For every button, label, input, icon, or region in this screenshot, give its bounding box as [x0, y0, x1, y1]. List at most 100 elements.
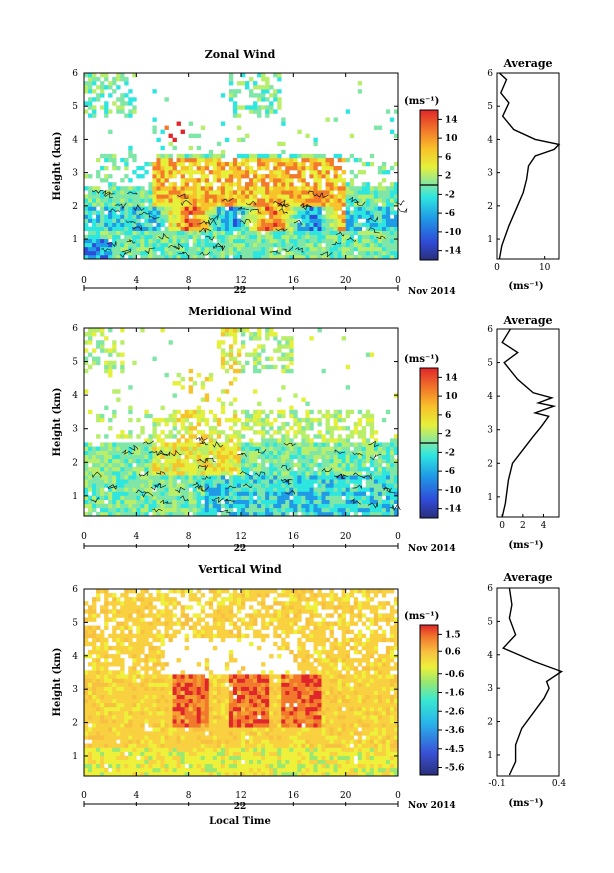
heatmap-cell: [196, 166, 202, 171]
heatmap-cell: [277, 234, 282, 240]
heatmap-cell: [100, 442, 105, 447]
heatmap-cell: [160, 246, 165, 252]
x-tick-label: 16: [288, 532, 300, 542]
heatmap-cell: [192, 190, 198, 195]
heatmap-cell: [265, 471, 270, 476]
heatmap-cell: [108, 426, 113, 431]
heatmap-cell: [112, 413, 117, 419]
heatmap-cell: [285, 166, 290, 171]
heatmap-cell: [168, 450, 173, 455]
heatmap-cell: [152, 230, 157, 236]
heatmap-cell: [88, 77, 93, 82]
heatmap-cell: [144, 170, 149, 175]
heatmap-cell: [196, 157, 202, 163]
heatmap-cell: [192, 458, 198, 464]
heatmap-cell: [345, 442, 350, 447]
heatmap-cell: [269, 194, 274, 199]
heatmap-cell: [309, 250, 314, 256]
heatmap-cell: [208, 226, 214, 231]
heatmap-cell: [281, 385, 286, 390]
heatmap-cell: [228, 178, 234, 183]
heatmap-cell: [232, 503, 238, 509]
heatmap-cell: [369, 226, 375, 231]
heatmap-cell: [357, 210, 363, 215]
heatmap-cell: [148, 214, 153, 219]
heatmap-cell: [136, 751, 141, 756]
heatmap-cell: [136, 511, 141, 517]
heatmap-cell: [116, 242, 121, 248]
heatmap-cell: [168, 710, 173, 716]
heatmap-cell: [305, 246, 310, 252]
heatmap-cell: [176, 446, 181, 451]
colorbar-tick-label: -2: [445, 448, 455, 458]
heatmap-cell: [385, 250, 391, 256]
heatmap-cell: [389, 186, 395, 191]
heatmap-cell: [325, 483, 330, 488]
heatmap-cell: [192, 218, 198, 223]
vertical-title: Vertical Wind: [197, 563, 282, 576]
heatmap-cell: [361, 462, 367, 468]
heatmap-cell: [337, 475, 342, 480]
y-tick-label: 1: [72, 235, 78, 245]
heatmap-cell: [152, 743, 157, 748]
heatmap-cell: [112, 442, 117, 447]
heatmap-cell: [112, 662, 117, 667]
heatmap-cell: [168, 157, 173, 163]
heatmap-cell: [345, 434, 350, 439]
heatmap-cell: [156, 226, 161, 231]
heatmap-cell: [293, 479, 298, 484]
heatmap-cell: [273, 491, 278, 496]
heatmap-cell: [156, 194, 161, 199]
heatmap-cell: [100, 694, 105, 700]
heatmap-cell: [144, 698, 149, 704]
heatmap-cell: [144, 206, 149, 211]
heatmap-cell: [140, 674, 145, 679]
heatmap-cell: [325, 242, 330, 248]
heatmap-cell: [172, 381, 177, 386]
heatmap-cell: [144, 254, 149, 260]
heatmap-cell: [261, 190, 266, 195]
heatmap-cell: [297, 186, 302, 191]
heatmap-cell: [249, 413, 254, 419]
heatmap-cell: [88, 352, 93, 357]
heatmap-cell: [241, 434, 246, 439]
heatmap-cell: [329, 491, 334, 496]
heatmap-cell: [196, 145, 202, 151]
heatmap-cell: [96, 706, 101, 712]
heatmap-cell: [160, 250, 165, 256]
heatmap-cell: [321, 454, 326, 460]
heatmap-cell: [128, 214, 133, 219]
heatmap-cell: [249, 210, 254, 215]
heatmap-cell: [301, 230, 306, 236]
heatmap-cell: [253, 101, 258, 106]
heatmap-cell: [393, 483, 399, 488]
heatmap-cell: [108, 674, 113, 679]
heatmap-cell: [92, 763, 97, 769]
heatmap-cell: [164, 246, 169, 252]
heatmap-cell: [373, 194, 379, 199]
heatmap-cell: [132, 771, 137, 777]
heatmap-cell: [385, 186, 391, 191]
heatmap-cell: [305, 222, 310, 227]
heatmap-cell: [212, 218, 218, 223]
heatmap-cell: [353, 174, 359, 179]
heatmap-cell: [164, 186, 169, 191]
heatmap-cell: [116, 743, 121, 748]
heatmap-cell: [168, 446, 173, 451]
heatmap-cell: [128, 767, 133, 773]
heatmap-cell: [317, 483, 322, 488]
heatmap-cell: [132, 589, 137, 594]
heatmap-cell: [208, 511, 214, 517]
heatmap-cell: [128, 674, 133, 679]
heatmap-cell: [176, 202, 181, 207]
contour-line: [170, 449, 182, 457]
heatmap-cell: [257, 186, 262, 191]
heatmap-cell: [88, 511, 93, 517]
heatmap-cell: [349, 238, 355, 244]
contour-line: [362, 473, 372, 480]
heatmap-cell: [257, 422, 262, 427]
heatmap-cell: [265, 81, 270, 86]
contour-line: [126, 239, 136, 244]
heatmap-cell: [212, 462, 218, 468]
heatmap-cell: [241, 194, 246, 199]
